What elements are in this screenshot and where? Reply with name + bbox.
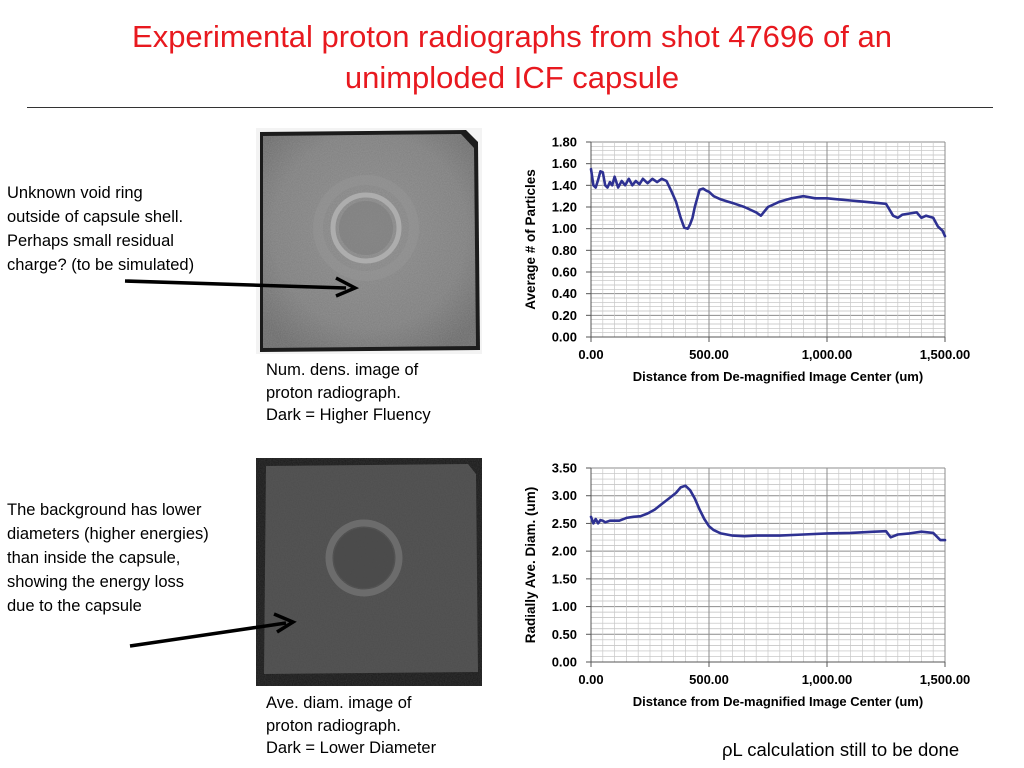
arrow-bottom	[129, 612, 297, 648]
caption-bottom: Ave. diam. image of proton radiograph. D…	[266, 692, 436, 760]
annotation-bottom-line: diameters (higher energies)	[7, 525, 209, 543]
x-axis-title: Distance from De-magnified Image Center …	[633, 694, 923, 709]
x-tick-label: 1,500.00	[920, 347, 971, 362]
chart-average-particles: 0.00 0.20 0.40 0.60 0.80 1.00 1.20 1.40 1.60 1.80…	[523, 135, 971, 385]
y-tick-label: 1.60	[552, 156, 577, 171]
y-tick-label: 1.40	[552, 178, 577, 193]
annotation-top-line: outside of capsule shell.	[7, 208, 184, 226]
radiograph-number-density	[256, 128, 482, 354]
x-tick-label: 1,500.00	[920, 672, 971, 687]
y-tick-label: 0.50	[552, 627, 577, 642]
slide-title-line-1: Experimental proton radiographs from sho…	[132, 19, 892, 54]
caption-bottom-line: Ave. diam. image of	[266, 694, 412, 712]
radiograph-average-diameter	[256, 458, 482, 686]
caption-top: Num. dens. image of proton radiograph. D…	[266, 359, 431, 427]
y-tick-label: 3.50	[552, 461, 577, 476]
x-tick-label: 1,000.00	[802, 672, 853, 687]
title-divider	[27, 107, 993, 108]
y-tick-label: 0.60	[552, 265, 577, 280]
y-tick-label: 0.20	[552, 308, 577, 323]
y-tick-label: 0.40	[552, 286, 577, 301]
caption-top-line: Dark = Higher Fluency	[266, 406, 431, 424]
y-tick-label: 0.80	[552, 243, 577, 258]
caption-bottom-line: Dark = Lower Diameter	[266, 739, 437, 757]
x-tick-label: 1,000.00	[802, 347, 853, 362]
x-tick-label: 500.00	[689, 347, 729, 362]
x-axis-title: Distance from De-magnified Image Center …	[633, 369, 923, 384]
slide-title: Experimental proton radiographs from sho…	[40, 16, 984, 98]
annotation-bottom-line: due to the capsule	[7, 597, 142, 615]
caption-top-line: Num. dens. image of	[266, 361, 419, 379]
annotation-bottom-line: showing the energy loss	[7, 573, 185, 591]
footer-note: ρL calculation still to be done	[722, 739, 960, 760]
slide-title-line-2: unimploded ICF capsule	[344, 60, 680, 95]
y-tick-label: 1.00	[552, 599, 577, 614]
y-axis-title: Average # of Particles	[523, 169, 538, 310]
x-tick-label: 0.00	[578, 672, 603, 687]
annotation-top-line: Unknown void ring	[7, 184, 143, 202]
y-tick-label: 1.80	[552, 135, 577, 150]
y-tick-label: 1.00	[552, 221, 577, 236]
chart-radially-average-diameter: 0.00 0.50 1.00 1.50 2.00 2.50 3.00 3.50 0.00 500.…	[523, 461, 971, 710]
y-tick-label: 2.50	[552, 516, 577, 531]
annotation-bottom-line: than inside the capsule,	[7, 549, 181, 567]
y-axis-title: Radially Ave. Diam. (um)	[523, 487, 538, 644]
y-tick-label: 1.20	[552, 200, 577, 215]
annotation-top-line: Perhaps small residual	[7, 232, 174, 250]
x-tick-label: 0.00	[578, 347, 603, 362]
annotation-bottom-line: The background has lower	[7, 501, 202, 519]
series-line	[589, 484, 947, 542]
caption-bottom-line: proton radiograph.	[266, 716, 401, 735]
y-tick-label: 0.00	[552, 655, 577, 670]
y-tick-label: 3.00	[552, 488, 577, 503]
annotation-top-line: charge? (to be simulated)	[7, 256, 195, 274]
series-line	[589, 167, 947, 238]
annotation-bottom: The background has lower diameters (high…	[7, 498, 209, 618]
y-tick-label: 1.50	[552, 571, 577, 586]
caption-top-line: proton radiograph.	[266, 383, 401, 402]
arrow-top	[124, 276, 360, 298]
x-tick-label: 500.00	[689, 672, 729, 687]
y-tick-label: 2.00	[552, 544, 577, 559]
annotation-top: Unknown void ring outside of capsule she…	[7, 181, 194, 277]
y-tick-label: 0.00	[552, 330, 577, 345]
